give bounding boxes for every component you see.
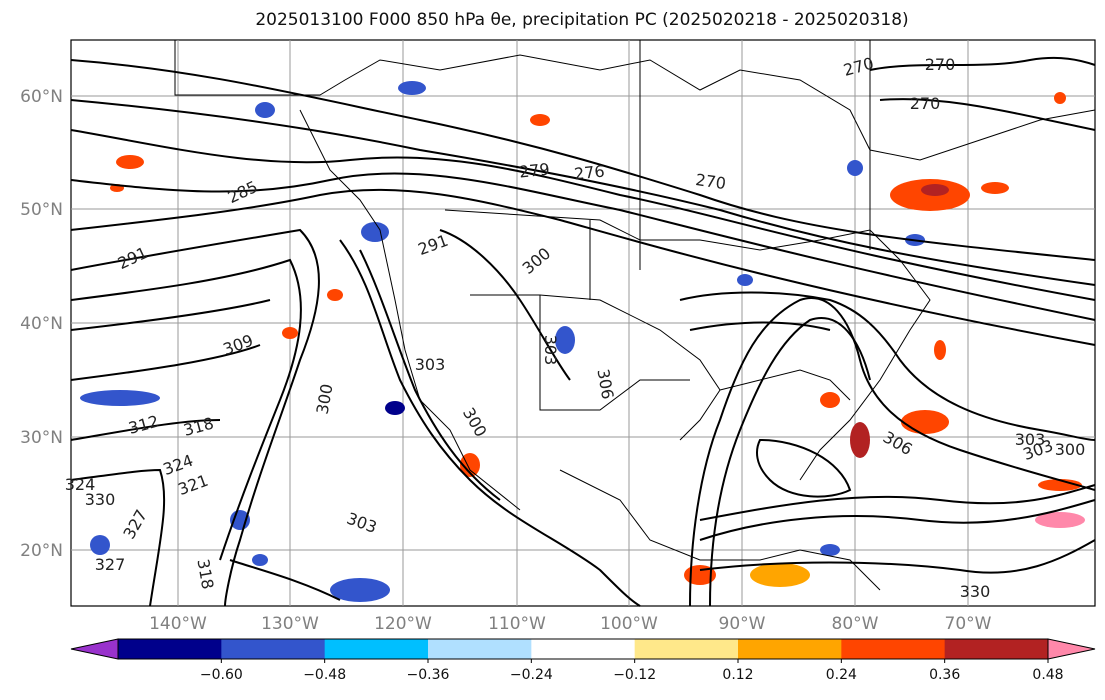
colorbar-swatch <box>70 638 119 660</box>
theta-e-contours <box>70 56 1096 607</box>
contour-label: 303 <box>1015 430 1046 449</box>
colorbar <box>70 638 1096 660</box>
colorbar-swatch <box>118 639 222 659</box>
contour-label: 270 <box>925 55 956 74</box>
colorbar-tick-labels: −0.60 −0.48 −0.36 −0.24 −0.12 0.12 0.24 0.36 0.4… <box>200 659 1064 683</box>
colorbar-outline <box>117 638 1049 660</box>
contour-label: 303 <box>541 335 560 366</box>
contour-label: 276 <box>573 161 605 183</box>
lon-tick-label: 70°W <box>945 614 992 634</box>
colorbar-swatch <box>428 639 532 659</box>
colorbar-swatch <box>221 639 326 659</box>
colorbar-swatch <box>1047 638 1096 660</box>
colorbar-swatch <box>944 639 1049 659</box>
contour-label: 279 <box>518 159 550 181</box>
colorbar-tick-label: 0.12 <box>722 667 753 683</box>
colorbar-tick-label: 0.48 <box>1032 667 1063 683</box>
longitude-tick-labels: 140°W 130°W 120°W 110°W 100°W 90°W 80°W 70°W <box>149 614 992 634</box>
contour-label: 270 <box>694 170 727 193</box>
colorbar-swatch <box>841 639 946 659</box>
contour-label: 330 <box>85 490 116 509</box>
colorbar-tick-label: −0.24 <box>510 667 553 683</box>
lon-tick-label: 130°W <box>261 614 319 634</box>
colorbar-tick-label: −0.12 <box>613 667 656 683</box>
colorbar-tick-label: 0.24 <box>826 667 857 683</box>
colorbar-tick-label: −0.60 <box>200 667 243 683</box>
lon-tick-label: 80°W <box>832 614 879 634</box>
colorbar-swatch <box>324 639 429 659</box>
lon-tick-label: 140°W <box>149 614 207 634</box>
contour-label: 324 <box>65 475 96 494</box>
lon-tick-label: 100°W <box>600 614 658 634</box>
colorbar-swatch <box>634 639 739 659</box>
contour-label: 303 <box>415 355 446 374</box>
lat-tick-label: 60°N <box>20 87 63 107</box>
contour-label: 327 <box>95 555 126 574</box>
latitude-tick-labels: 60°N 50°N 40°N 30°N 20°N <box>20 87 63 561</box>
contour-label: 270 <box>910 94 941 113</box>
colorbar-tick-label: −0.48 <box>303 667 346 683</box>
colorbar-tick-label: −0.36 <box>407 667 450 683</box>
lat-tick-label: 30°N <box>20 428 63 448</box>
precipitation-anomaly-shading <box>80 81 1085 602</box>
lon-tick-label: 90°W <box>719 614 766 634</box>
graticule <box>71 40 1095 606</box>
colorbar-swatch <box>531 639 636 659</box>
lon-tick-label: 120°W <box>374 614 432 634</box>
coastlines-and-borders <box>174 40 1096 591</box>
lat-tick-label: 20°N <box>20 541 63 561</box>
colorbar-tick-label: 0.36 <box>929 667 960 683</box>
lat-tick-label: 40°N <box>20 314 63 334</box>
chart-title: 2025013100 F000 850 hPa θe, precipitatio… <box>255 10 909 30</box>
lon-tick-label: 110°W <box>488 614 546 634</box>
lat-tick-label: 50°N <box>20 200 63 220</box>
contour-label: 300 <box>1055 440 1086 459</box>
colorbar-swatch <box>738 639 842 659</box>
contour-label: 330 <box>960 582 991 601</box>
